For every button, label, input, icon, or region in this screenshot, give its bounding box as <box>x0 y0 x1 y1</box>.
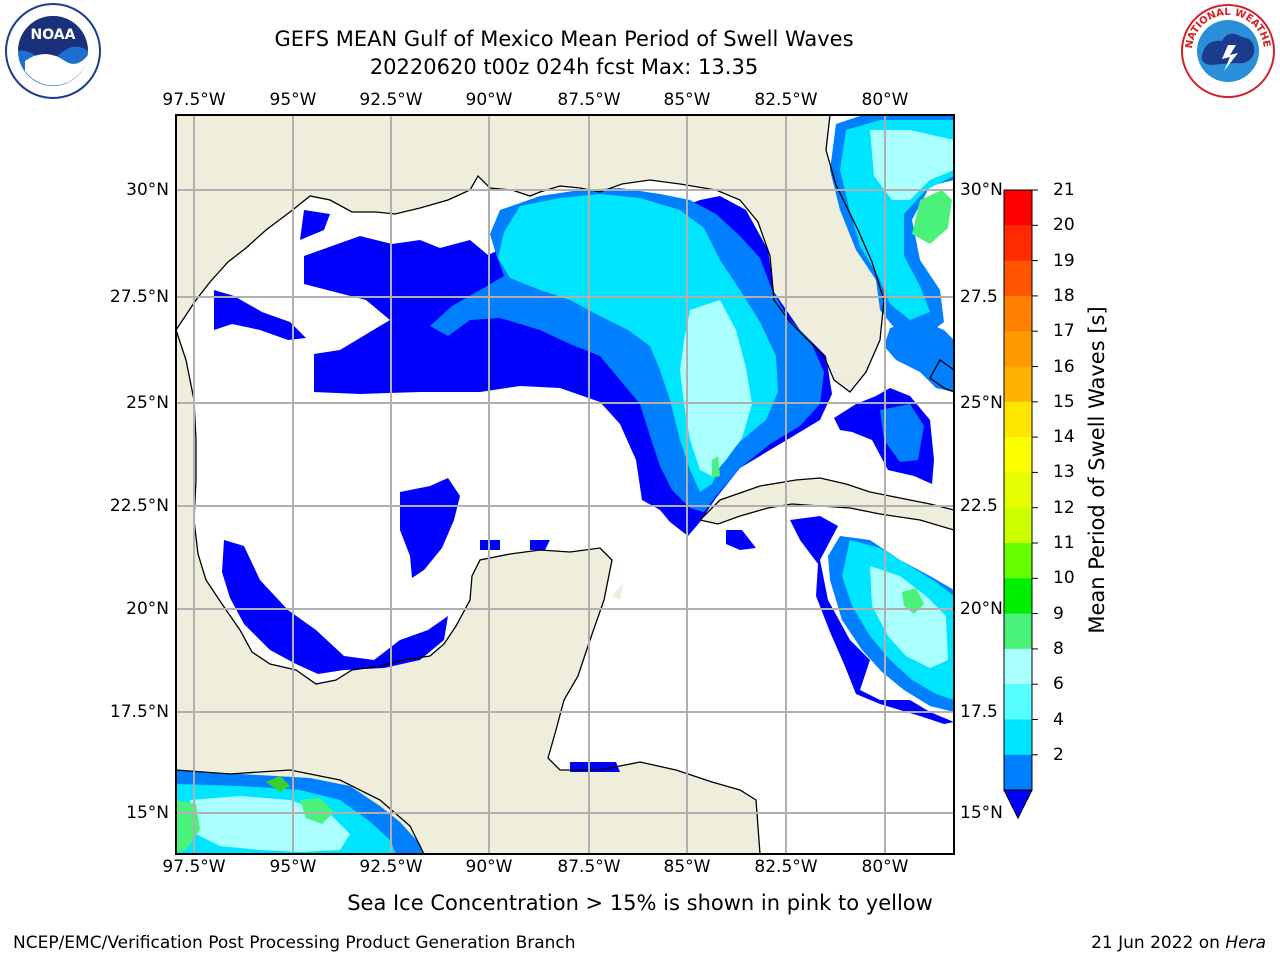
colorbar-tick-label: 4 <box>1053 709 1064 730</box>
lat-label-right: 27.5 <box>960 287 998 307</box>
yucatan-islands <box>612 582 624 600</box>
colorbar-segment <box>1004 437 1032 473</box>
colorbar-segment <box>1004 225 1032 262</box>
lat-label-right: 20°N <box>960 599 1003 619</box>
lat-label-left: 22.5°N <box>109 496 169 516</box>
colorbar-tick-label: 9 <box>1053 603 1064 624</box>
lon-label-top: 80°W <box>861 90 909 110</box>
colorbar-tick-label: 10 <box>1053 568 1075 589</box>
lat-label-right: 17.5 <box>960 702 998 722</box>
colorbar-segment <box>1004 754 1032 791</box>
colorbar-segment <box>1004 190 1032 226</box>
colorbar-segment <box>1004 719 1032 756</box>
noaa-logo-text: NOAA <box>31 27 76 43</box>
cuba <box>700 478 954 530</box>
lon-label-top: 87.5°W <box>557 90 621 110</box>
colorbar <box>1003 189 1038 820</box>
lon-label-bottom: 87.5°W <box>557 857 621 877</box>
colorbar-tick-label: 8 <box>1053 638 1064 659</box>
colorbar-tick-label: 15 <box>1053 391 1075 412</box>
lat-label-right: 30°N <box>960 180 1003 200</box>
colorbar-segment <box>1004 648 1032 685</box>
colorbar-tick-label: 17 <box>1053 321 1075 342</box>
colorbar-tick-label: 18 <box>1053 285 1075 306</box>
lat-label-left: 30°N <box>126 180 169 200</box>
colorbar-segment <box>1004 543 1032 579</box>
footer-date: 21 Jun 2022 on Hera <box>1091 933 1266 953</box>
lon-label-top: 92.5°W <box>359 90 423 110</box>
colorbar-tick-label: 16 <box>1053 356 1075 377</box>
map-frame <box>175 114 955 855</box>
lon-label-bottom: 80°W <box>861 857 909 877</box>
colorbar-tick-label: 19 <box>1053 250 1075 271</box>
lat-label-right: 15°N <box>960 803 1003 823</box>
colorbar-tick-label: 2 <box>1053 744 1064 765</box>
sea-ice-note: Sea Ice Concentration > 15% is shown in … <box>347 891 933 915</box>
colorbar-segment <box>1004 260 1032 297</box>
map-subtitle: 20220620 t00z 024h fcst Max: 13.35 <box>369 55 759 79</box>
colorbar-segment <box>1004 472 1032 509</box>
lat-label-left: 17.5°N <box>109 702 169 722</box>
lat-label-left: 15°N <box>126 803 169 823</box>
lat-label-right: 25°N <box>960 393 1003 413</box>
lon-label-top: 95°W <box>269 90 317 110</box>
footer-date-text: 21 Jun 2022 on <box>1091 933 1226 953</box>
coastlines <box>176 115 954 854</box>
colorbar-segment <box>1004 578 1032 615</box>
lon-label-top: 97.5°W <box>162 90 226 110</box>
lon-label-top: 90°W <box>465 90 513 110</box>
swell-field-11-12s <box>266 776 290 792</box>
footer-machine: Hera <box>1225 933 1266 953</box>
lon-label-bottom: 97.5°W <box>162 857 226 877</box>
colorbar-tick-label: 11 <box>1053 533 1075 553</box>
lat-label-left: 27.5°N <box>109 287 169 307</box>
lon-label-bottom: 92.5°W <box>359 857 423 877</box>
colorbar-tick-label: 20 <box>1053 215 1075 236</box>
colorbar-segment <box>1004 684 1032 720</box>
colorbar-segment <box>1004 507 1032 544</box>
map-title: GEFS MEAN Gulf of Mexico Mean Period of … <box>274 27 854 51</box>
colorbar-segment <box>1004 613 1032 650</box>
colorbar-tick-label: 12 <box>1053 497 1075 518</box>
noaa-logo: NOAA <box>5 3 101 99</box>
lat-label-left: 20°N <box>126 599 169 619</box>
colorbar-segment <box>1004 295 1032 332</box>
footer-credit: NCEP/EMC/Verification Post Processing Pr… <box>13 933 576 953</box>
colorbar-segment <box>1004 401 1032 438</box>
colorbar-segment <box>1004 331 1032 367</box>
us-gulf-coast <box>176 115 884 392</box>
lon-label-top: 82.5°W <box>754 90 818 110</box>
graticule <box>176 115 954 854</box>
colorbar-tick-label: 21 <box>1053 180 1075 200</box>
lon-label-bottom: 95°W <box>269 857 317 877</box>
colorbar-label: Mean Period of Swell Waves [s] <box>1085 306 1109 634</box>
lon-label-bottom: 90°W <box>465 857 513 877</box>
colorbar-segment <box>1004 366 1032 403</box>
lat-label-right: 22.5 <box>960 496 998 516</box>
lon-label-top: 85°W <box>663 90 711 110</box>
colorbar-frame <box>1003 189 1033 791</box>
colorbar-tick-label: 13 <box>1053 462 1075 483</box>
nws-logo: NATIONAL WEATHER SERVICE <box>1176 0 1276 99</box>
lon-label-bottom: 82.5°W <box>754 857 818 877</box>
map-area <box>176 115 954 854</box>
colorbar-tick-label: 14 <box>1053 427 1075 448</box>
colorbar-tick-label: 6 <box>1053 674 1064 695</box>
lat-label-left: 25°N <box>126 393 169 413</box>
lon-label-bottom: 85°W <box>663 857 711 877</box>
colorbar-extend-arrow <box>1003 789 1033 820</box>
mexico-west-coast <box>176 330 760 854</box>
